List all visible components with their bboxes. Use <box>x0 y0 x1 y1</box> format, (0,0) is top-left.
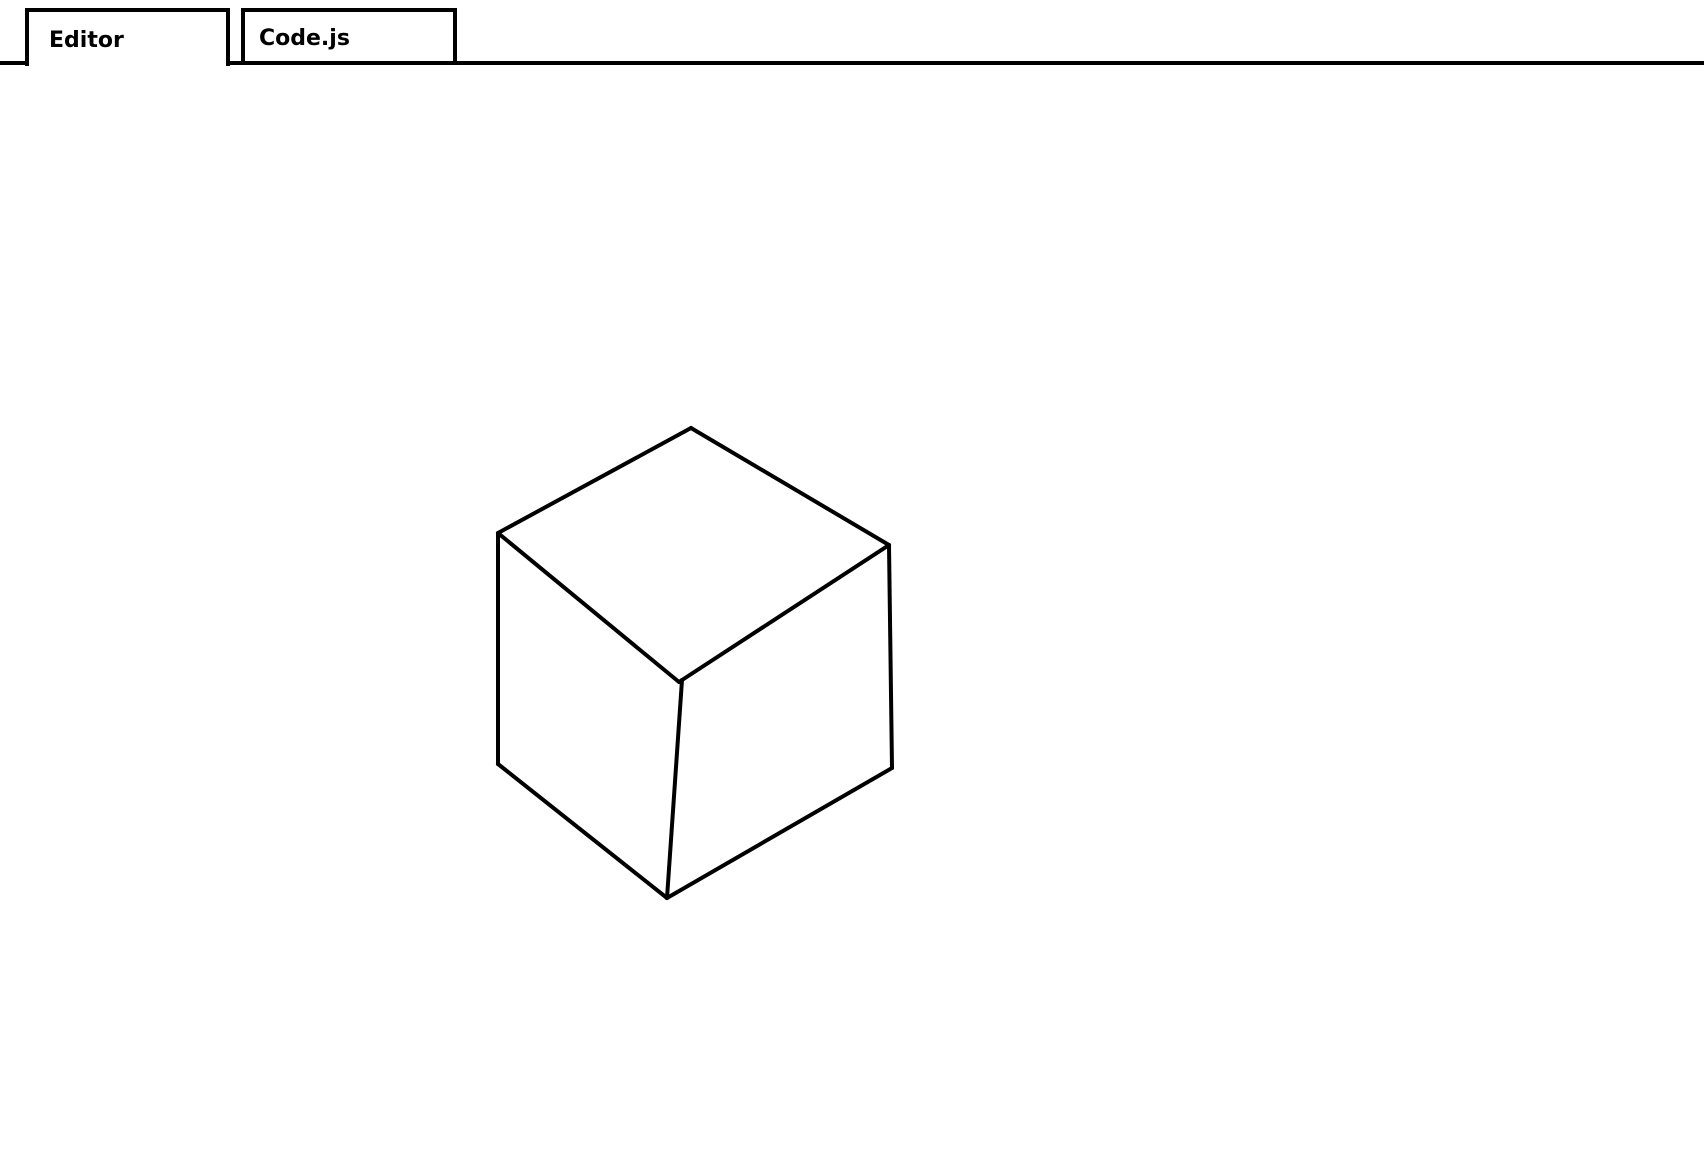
cube-edge-top-front-left <box>496 531 681 684</box>
tab-editor[interactable]: Editor <box>25 8 230 66</box>
drawing-canvas[interactable] <box>0 66 1704 1152</box>
tab-bar-divider <box>0 61 1704 65</box>
cube-edge-bottom-left <box>496 762 669 900</box>
tab-codejs[interactable]: Code.js <box>241 8 457 65</box>
tab-editor-label: Editor <box>49 28 124 53</box>
cube-edge-top-right <box>689 426 891 547</box>
tab-bar: Editor Code.js <box>0 0 1704 66</box>
cube-edge-top-left <box>496 426 693 535</box>
cube-drawing <box>496 426 894 900</box>
cube-edge-bottom-right <box>665 766 894 900</box>
tab-codejs-label: Code.js <box>259 26 350 51</box>
cube-edge-right-vertical <box>887 543 894 770</box>
cube-edge-front-vertical <box>665 678 684 900</box>
cube-edge-top-front-right <box>677 543 891 684</box>
